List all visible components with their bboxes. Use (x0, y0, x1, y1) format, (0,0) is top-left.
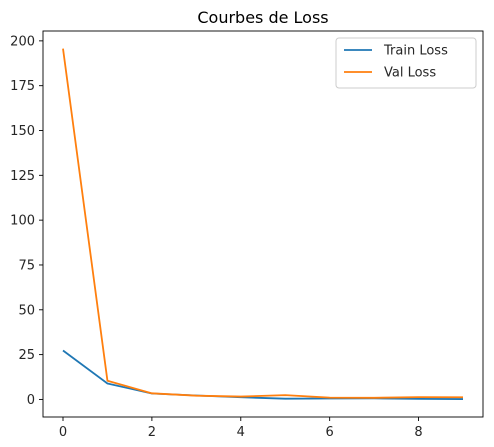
y-tick-label: 100 (10, 214, 35, 229)
y-tick-label: 150 (10, 124, 35, 139)
legend: Train Loss Val Loss (335, 37, 477, 89)
y-tick-label: 175 (10, 79, 35, 94)
series-lines (62, 48, 464, 400)
y-tick-label: 125 (10, 169, 35, 184)
y-tick-label: 50 (18, 303, 35, 318)
y-tick-label: 75 (18, 258, 35, 273)
x-tick-label: 8 (414, 425, 422, 440)
chart-title: Courbes de Loss (197, 8, 328, 27)
series-line-train-loss (62, 349, 464, 400)
x-axis: 0 2 4 6 8 (59, 417, 423, 440)
x-tick-label: 0 (59, 425, 67, 440)
x-tick-label: 2 (148, 425, 156, 440)
y-tick-label: 25 (18, 348, 35, 363)
y-tick-label: 0 (27, 393, 35, 408)
y-tick-label: 200 (10, 34, 35, 49)
y-axis: 0 25 50 75 100 125 150 175 200 (10, 34, 43, 408)
series-line-val-loss (62, 48, 464, 399)
legend-label-train-loss: Train Loss (383, 44, 448, 59)
legend-label-val-loss: Val Loss (384, 66, 436, 81)
plot-area-frame (42, 30, 484, 418)
x-tick-label: 6 (326, 425, 334, 440)
x-tick-label: 4 (237, 425, 245, 440)
